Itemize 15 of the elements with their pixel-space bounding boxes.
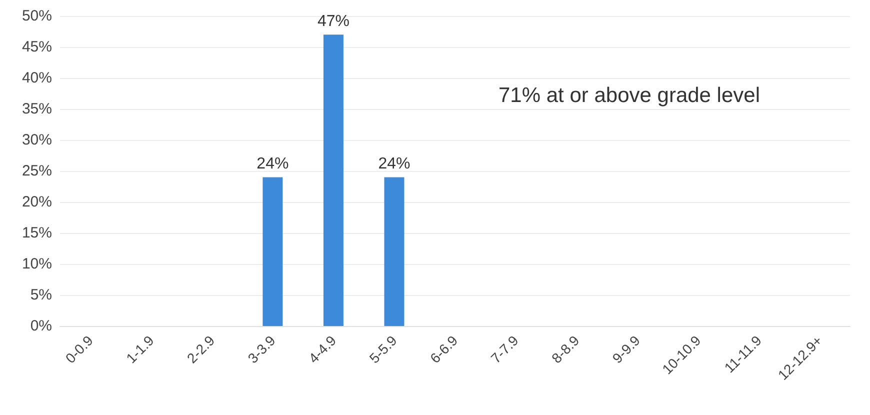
- y-tick-label: 5%: [30, 286, 52, 304]
- data-label: 47%: [317, 13, 350, 30]
- y-tick-label: 35%: [22, 100, 52, 118]
- y-tick-label: 40%: [22, 70, 52, 86]
- y-tick-label: 25%: [22, 162, 52, 180]
- annotation: 71% at or above grade level: [498, 84, 760, 107]
- y-tick-label: 30%: [22, 132, 52, 148]
- y-tick-label: 50%: [22, 8, 52, 24]
- y-tick-label: 10%: [22, 256, 52, 272]
- data-label: 24%: [256, 156, 289, 173]
- y-tick-label: 45%: [22, 38, 52, 56]
- data-label: 24%: [378, 156, 410, 173]
- y-tick-label: 0%: [30, 318, 52, 334]
- y-tick-label: 20%: [22, 194, 52, 210]
- y-tick-label: 15%: [22, 224, 52, 242]
